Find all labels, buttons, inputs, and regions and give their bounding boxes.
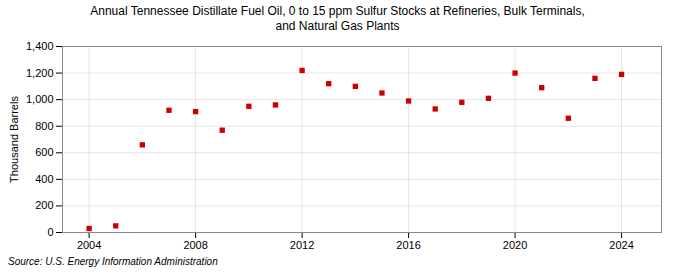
svg-text:2020: 2020 xyxy=(503,239,527,251)
svg-text:2004: 2004 xyxy=(77,239,101,251)
svg-text:1,200: 1,200 xyxy=(26,67,54,79)
svg-text:800: 800 xyxy=(35,120,53,132)
svg-text:2024: 2024 xyxy=(609,239,633,251)
svg-text:2016: 2016 xyxy=(396,239,420,251)
svg-text:1,400: 1,400 xyxy=(26,40,54,52)
svg-text:Thousand Barrels: Thousand Barrels xyxy=(8,96,20,183)
svg-text:2012: 2012 xyxy=(290,239,314,251)
html-text:Source: U.S. Energy Informatio: Source: U.S. Energy Information Administ… xyxy=(8,256,218,267)
svg-text:200: 200 xyxy=(35,199,53,211)
html-text:Annual Tennessee Distillate Fu: Annual Tennessee Distillate Fuel Oil, 0 … xyxy=(90,4,585,33)
svg-text:1,000: 1,000 xyxy=(26,93,54,105)
svg-text:600: 600 xyxy=(35,146,53,158)
svg-text:0: 0 xyxy=(47,226,53,238)
svg-text:2008: 2008 xyxy=(183,239,207,251)
svg-text:400: 400 xyxy=(35,173,53,185)
